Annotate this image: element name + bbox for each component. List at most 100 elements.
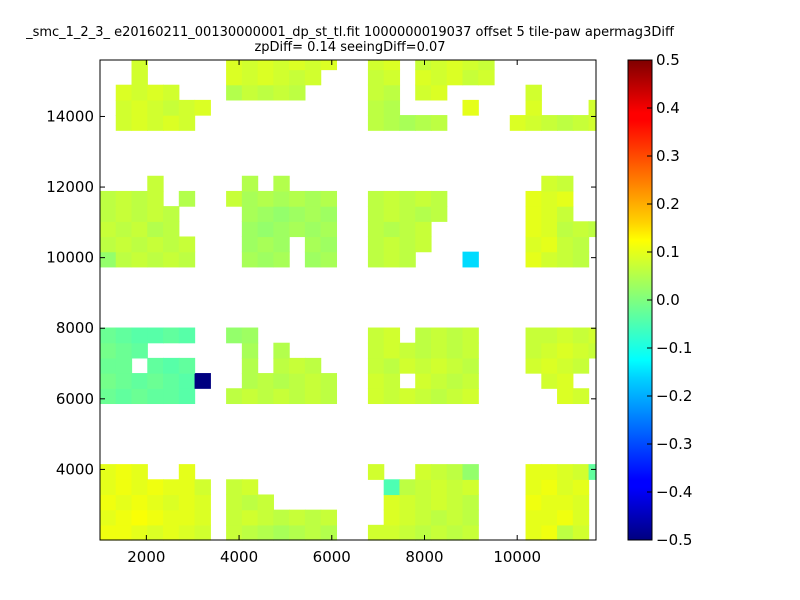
heatmap-cell	[273, 342, 290, 359]
heatmap-cell	[163, 479, 180, 496]
heatmap-cell	[273, 373, 290, 389]
y-tick-label: 10000	[46, 249, 94, 267]
heatmap-cell	[163, 84, 180, 101]
heatmap-cell	[194, 494, 211, 511]
heatmap-cell	[147, 84, 164, 101]
heatmap-cell	[557, 327, 574, 344]
heatmap-cell	[289, 388, 306, 405]
chart-title-line-1: _smc_1_2_3_ e20160211_00130000001_dp_st_…	[26, 25, 674, 40]
heatmap-cell	[367, 60, 385, 71]
heatmap-cell	[541, 494, 558, 511]
heatmap-cell	[100, 494, 117, 511]
heatmap-cell	[147, 221, 164, 238]
heatmap-cell	[383, 69, 401, 86]
y-tick-label: 4000	[56, 460, 94, 478]
heatmap-cell	[415, 206, 432, 222]
heatmap-cell	[178, 373, 196, 389]
heatmap-cell	[525, 221, 542, 238]
heatmap-cell	[100, 327, 117, 344]
heatmap-cell	[383, 221, 401, 238]
heatmap-cell	[131, 99, 148, 116]
heatmap-cell	[367, 357, 385, 374]
heatmap-cell	[525, 509, 542, 526]
heatmap-cell	[399, 236, 416, 253]
heatmap-cell	[241, 221, 259, 238]
heatmap-cell	[320, 388, 338, 405]
heatmap-cell	[115, 190, 133, 207]
colorbar-tick-label: 0.3	[656, 147, 680, 165]
heatmap-cell	[178, 251, 196, 268]
heatmap-cell	[100, 236, 117, 253]
colorbar-tick-label: −0.4	[656, 483, 692, 501]
heatmap-cell	[446, 69, 464, 86]
heatmap-cell	[430, 84, 448, 101]
heatmap-cell	[557, 464, 574, 480]
heatmap-cell	[163, 524, 180, 541]
heatmap-cell	[478, 69, 495, 86]
heatmap-cell	[430, 342, 448, 359]
heatmap-cell	[100, 464, 117, 480]
heatmap-cell	[163, 236, 180, 253]
heatmap-cell	[415, 84, 432, 101]
heatmap-cell	[147, 99, 164, 116]
heatmap-cell	[572, 464, 590, 480]
heatmap-cell	[367, 327, 385, 344]
heatmap-cell	[147, 206, 164, 222]
heatmap-cell	[367, 342, 385, 359]
heatmap-cell	[241, 190, 259, 207]
heatmap-cell	[541, 115, 558, 131]
heatmap-cell	[178, 357, 196, 374]
heatmap-cell	[226, 60, 243, 71]
heatmap-cell	[430, 327, 448, 344]
heatmap-cell	[541, 236, 558, 253]
heatmap-cell	[399, 190, 416, 207]
heatmap-cell	[541, 479, 558, 496]
heatmap-cell	[383, 373, 401, 389]
heatmap-cell	[367, 236, 385, 253]
heatmap-cell	[572, 342, 590, 359]
heatmap-cell	[367, 206, 385, 222]
heatmap-cell	[399, 251, 416, 268]
heatmap-cell	[415, 342, 432, 359]
heatmap-cell	[430, 479, 448, 496]
heatmap-cell	[383, 327, 401, 344]
heatmap-cell	[178, 524, 196, 541]
heatmap-cell	[446, 60, 464, 71]
heatmap-cell	[131, 251, 148, 268]
colorbar-tick-label: 0.2	[656, 195, 680, 213]
heatmap-cell	[131, 479, 148, 496]
heatmap-cell	[257, 251, 274, 268]
heatmap-cell	[320, 509, 338, 526]
heatmap-cell	[462, 509, 479, 526]
heatmap-cell	[557, 175, 574, 192]
heatmap-cell	[115, 494, 133, 511]
heatmap-cell	[304, 221, 322, 238]
heatmap-cell	[588, 115, 597, 131]
heatmap-cell	[367, 84, 385, 101]
heatmap-cell	[273, 69, 290, 86]
heatmap-cell	[525, 190, 542, 207]
heatmap-cell	[415, 479, 432, 496]
heatmap-cell	[289, 524, 306, 541]
heatmap-cell	[241, 357, 259, 374]
heatmap-cell	[115, 388, 133, 405]
heatmap-cell	[257, 190, 274, 207]
heatmap-cell	[415, 524, 432, 541]
heatmap-cell	[367, 221, 385, 238]
colorbar-tick-label: 0.1	[656, 243, 680, 261]
heatmap-cell	[572, 357, 590, 374]
heatmap-cell	[383, 388, 401, 405]
heatmap-cell	[241, 479, 259, 496]
heatmap-cell	[446, 479, 464, 496]
heatmap-cell	[541, 327, 558, 344]
heatmap-cell	[241, 60, 259, 71]
heatmap-cell	[399, 524, 416, 541]
heatmap-cell	[226, 190, 243, 207]
heatmap-cell	[557, 251, 574, 268]
heatmap-cell	[572, 115, 590, 131]
heatmap-cell	[257, 221, 274, 238]
heatmap-cell	[241, 524, 259, 541]
heatmap-cell	[415, 373, 432, 389]
heatmap-cell	[320, 524, 338, 541]
heatmap-cell	[430, 60, 448, 71]
